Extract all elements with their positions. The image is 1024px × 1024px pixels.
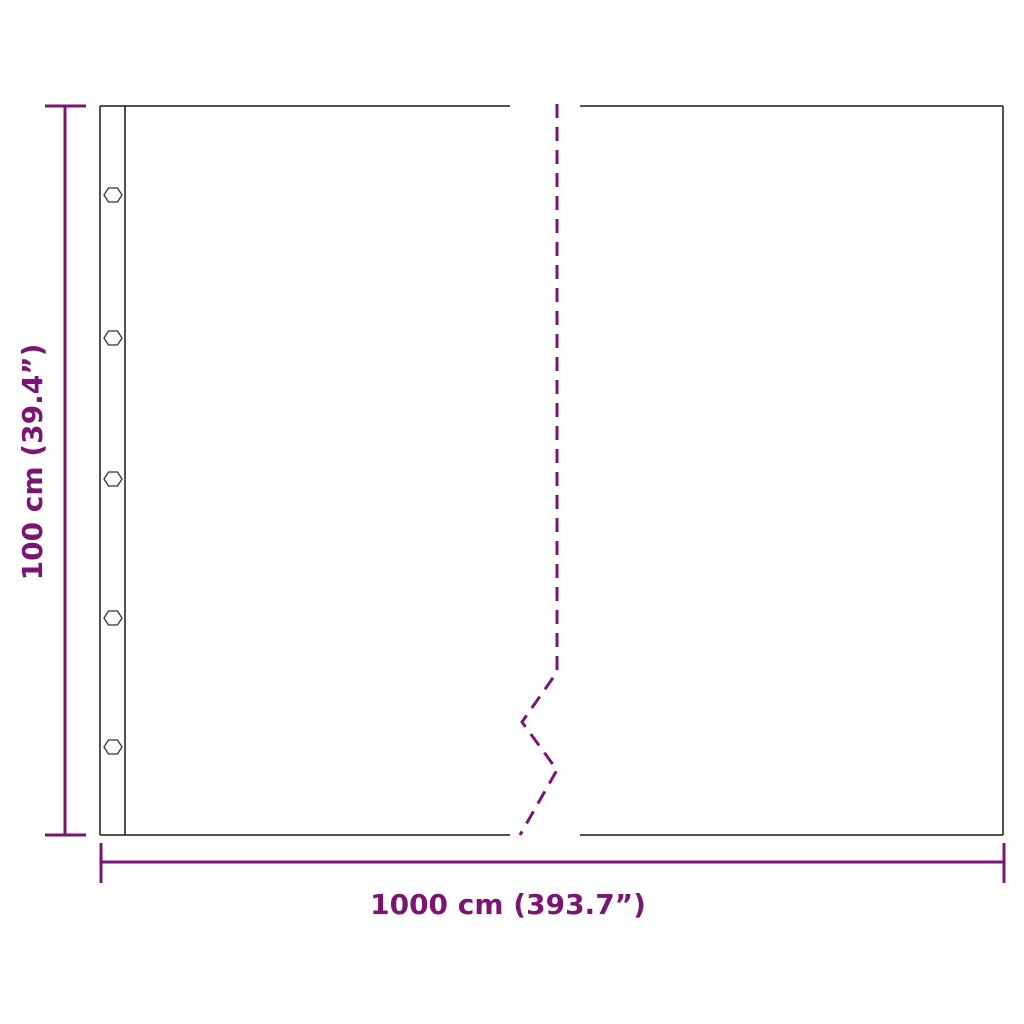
grommet-icon <box>103 610 123 626</box>
grommet-icon <box>103 330 123 346</box>
grommet-icon <box>103 187 123 203</box>
grommet-icon <box>103 471 123 487</box>
height-label: 100 cm (39.4”) <box>16 344 49 581</box>
break-line <box>518 104 559 836</box>
width-label: 1000 cm (393.7”) <box>370 888 646 921</box>
width-dimension <box>99 843 1006 883</box>
grommets <box>103 187 123 755</box>
height-dimension <box>45 104 86 837</box>
grommet-icon <box>103 739 123 755</box>
tarpaulin-outline <box>99 105 1004 836</box>
